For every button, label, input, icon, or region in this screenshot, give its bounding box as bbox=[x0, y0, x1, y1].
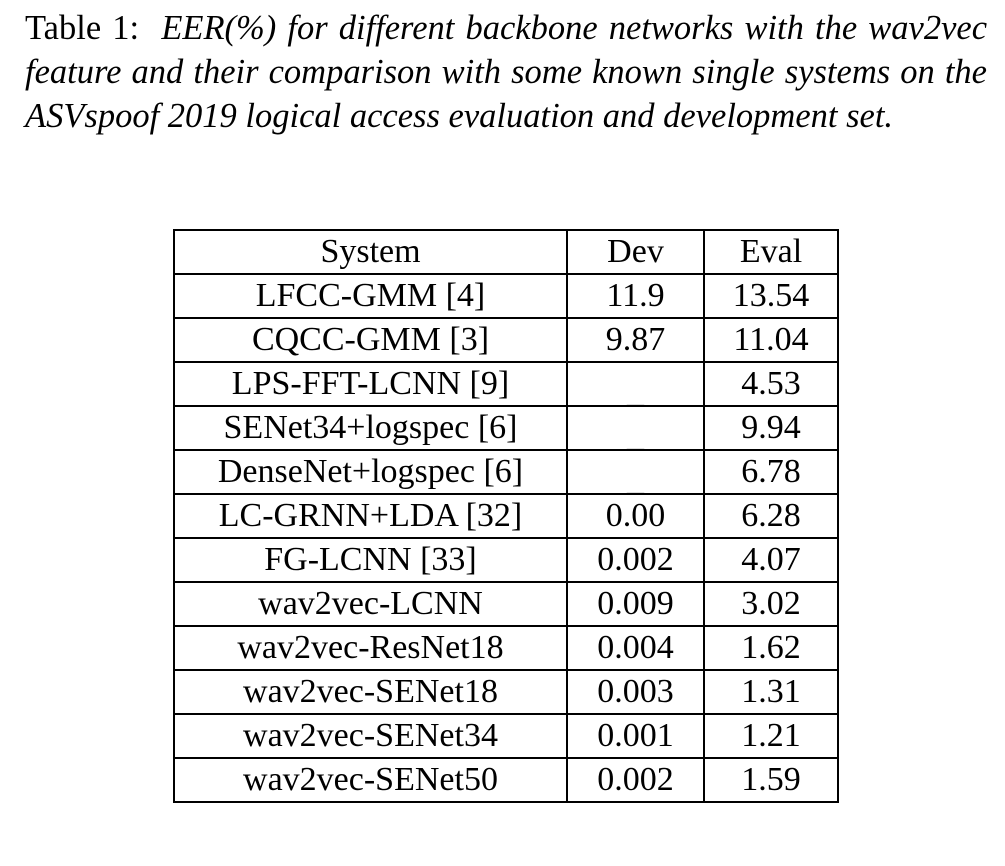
cell-eval: 1.59 bbox=[703, 757, 839, 803]
cell-dev-value: 0.001 bbox=[597, 717, 674, 754]
cell-eval: 13.54 bbox=[703, 273, 839, 319]
table-row: wav2vec-LCNN 0.009 3.02 bbox=[173, 581, 839, 627]
cell-eval: 1.21 bbox=[703, 713, 839, 759]
cell-system: LFCC-GMM [4] bbox=[173, 273, 568, 319]
cell-system: wav2vec-LCNN bbox=[173, 581, 568, 627]
table-row: LC-GRNN+LDA [32] 0.00 6.28 bbox=[173, 493, 839, 539]
cell-dev: 0.009 bbox=[566, 581, 705, 627]
cell-eval: 11.04 bbox=[703, 317, 839, 363]
cell-system: LPS-FFT-LCNN [9] bbox=[173, 361, 568, 407]
table-row: LFCC-GMM [4] 11.9 13.54 bbox=[173, 273, 839, 319]
header-eval: Eval bbox=[703, 229, 839, 275]
cell-system: CQCC-GMM [3] bbox=[173, 317, 568, 363]
cell-dev: _ bbox=[566, 361, 705, 410]
cell-dev: 0.004 bbox=[566, 625, 705, 671]
table-row: wav2vec-SENet34 0.001 1.21 bbox=[173, 713, 839, 759]
cell-dev-value: _ bbox=[627, 461, 644, 498]
cell-eval: 1.62 bbox=[703, 625, 839, 671]
cell-eval: 1.31 bbox=[703, 669, 839, 715]
cell-system: LC-GRNN+LDA [32] bbox=[173, 493, 568, 539]
table-body: LFCC-GMM [4] 11.9 13.54 CQCC-GMM [3] 9.87 11.… bbox=[173, 273, 839, 803]
cell-dev: 0.002 bbox=[566, 757, 705, 803]
cell-system: wav2vec-ResNet18 bbox=[173, 625, 568, 671]
cell-system: SENet34+logspec [6] bbox=[173, 405, 568, 451]
table-row: DenseNet+logspec [6] _ 6.78 bbox=[173, 449, 839, 498]
cell-eval: 6.78 bbox=[703, 449, 839, 495]
cell-dev-value: 0.004 bbox=[597, 629, 674, 666]
cell-eval: 4.53 bbox=[703, 361, 839, 407]
cell-dev-value: 0.00 bbox=[605, 497, 666, 534]
table-row: SENet34+logspec [6] _ 9.94 bbox=[173, 405, 839, 454]
cell-dev-value: 0.003 bbox=[597, 673, 674, 710]
cell-system: FG-LCNN [33] bbox=[173, 537, 568, 583]
cell-eval: 3.02 bbox=[703, 581, 839, 627]
table-row: wav2vec-SENet50 0.002 1.59 bbox=[173, 757, 839, 803]
cell-dev-value: 9.87 bbox=[605, 321, 666, 358]
cell-dev: 0.001 bbox=[566, 713, 705, 759]
cell-dev: 0.003 bbox=[566, 669, 705, 715]
cell-system: wav2vec-SENet50 bbox=[173, 757, 568, 803]
cell-eval: 4.07 bbox=[703, 537, 839, 583]
table-header-row: System Dev Eval bbox=[173, 229, 839, 275]
cell-dev: 0.002 bbox=[566, 537, 705, 583]
cell-dev-value: 0.002 bbox=[597, 761, 674, 798]
cell-dev: _ bbox=[566, 449, 705, 498]
cell-dev-value: _ bbox=[627, 417, 644, 454]
cell-eval: 6.28 bbox=[703, 493, 839, 539]
table-row: CQCC-GMM [3] 9.87 11.04 bbox=[173, 317, 839, 363]
table-row: wav2vec-SENet18 0.003 1.31 bbox=[173, 669, 839, 715]
cell-dev: 0.00 bbox=[566, 493, 705, 539]
cell-dev-value: 0.002 bbox=[597, 541, 674, 578]
table-caption: Table 1: EER(%) for different backbone n… bbox=[25, 6, 987, 138]
header-system: System bbox=[173, 229, 568, 275]
header-dev: Dev bbox=[566, 229, 705, 275]
cell-dev-value: _ bbox=[627, 373, 644, 410]
cell-system: wav2vec-SENet18 bbox=[173, 669, 568, 715]
cell-dev-value: 11.9 bbox=[606, 277, 665, 314]
cell-system: wav2vec-SENet34 bbox=[173, 713, 568, 759]
table-row: LPS-FFT-LCNN [9] _ 4.53 bbox=[173, 361, 839, 410]
caption-label: Table 1: bbox=[25, 9, 140, 47]
cell-dev: _ bbox=[566, 405, 705, 454]
results-table: System Dev Eval LFCC-GMM [4] 11.9 13.54 CQC… bbox=[173, 229, 839, 803]
cell-eval: 9.94 bbox=[703, 405, 839, 451]
caption-text: EER(%) for different backbone networks w… bbox=[25, 9, 988, 135]
cell-dev-value: 0.009 bbox=[597, 585, 674, 622]
table-row: wav2vec-ResNet18 0.004 1.62 bbox=[173, 625, 839, 671]
cell-system: DenseNet+logspec [6] bbox=[173, 449, 568, 495]
cell-dev: 9.87 bbox=[566, 317, 705, 363]
table-row: FG-LCNN [33] 0.002 4.07 bbox=[173, 537, 839, 583]
cell-dev: 11.9 bbox=[566, 273, 705, 319]
